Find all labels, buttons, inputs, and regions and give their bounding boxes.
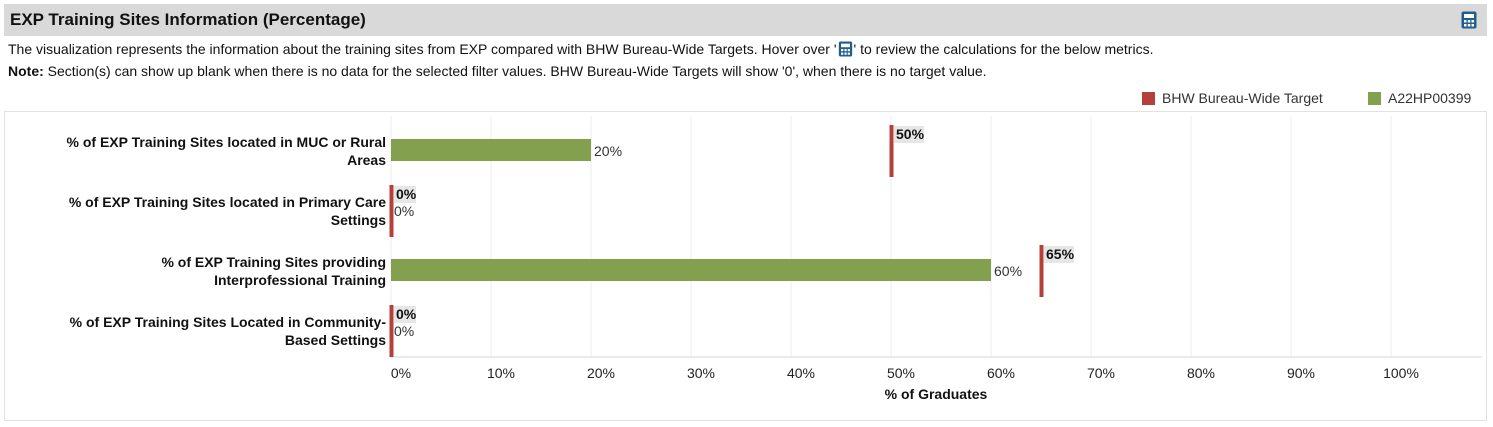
target-marker xyxy=(389,305,394,357)
category-label-line: Interprofessional Training xyxy=(214,272,386,288)
x-tick-label: 80% xyxy=(1187,365,1215,381)
chart-frame xyxy=(4,111,1487,421)
x-tick-label: 40% xyxy=(787,365,815,381)
category-label: % of EXP Training Sites located in MUC o… xyxy=(6,133,386,169)
note-text: Note: Section(s) can show up blank when … xyxy=(8,63,987,79)
target-marker xyxy=(389,185,394,237)
note-body: Section(s) can show up blank when there … xyxy=(47,63,987,79)
target-marker xyxy=(1039,245,1044,297)
target-value-label: 0% xyxy=(396,306,417,322)
x-tick-label: 0% xyxy=(391,365,411,381)
target-label-bg xyxy=(894,126,924,143)
category-label-line: % of EXP Training Sites providing xyxy=(161,254,386,270)
x-tick-label: 60% xyxy=(987,365,1015,381)
bar-actual xyxy=(391,259,991,281)
category-label-line: % of EXP Training Sites Located in Commu… xyxy=(69,314,386,330)
x-tick-label: 10% xyxy=(487,365,515,381)
calculator-icon-inline[interactable] xyxy=(838,41,853,57)
target-label-bg xyxy=(394,306,416,323)
target-marker xyxy=(889,125,894,177)
legend-label-actual: A22HP00399 xyxy=(1388,90,1472,106)
description-after-icon: ' to review the calculations for the bel… xyxy=(853,41,1154,57)
legend-swatch-actual xyxy=(1368,92,1381,105)
description-text: The visualization represents the informa… xyxy=(8,41,1153,57)
bar-actual-value-label: 20% xyxy=(594,143,622,159)
category-label-line: Based Settings xyxy=(284,332,386,348)
x-tick-label: 100% xyxy=(1383,365,1419,381)
category-label: % of EXP Training Sites Located in Commu… xyxy=(6,313,386,349)
category-label-line: % of EXP Training Sites located in Prima… xyxy=(68,194,386,210)
target-value-label: 50% xyxy=(896,126,925,142)
category-label-line: % of EXP Training Sites located in MUC o… xyxy=(66,134,386,150)
bar-actual-value-label: 60% xyxy=(994,263,1022,279)
x-tick-label: 90% xyxy=(1287,365,1315,381)
calculator-icon[interactable] xyxy=(1461,11,1477,29)
category-label: % of EXP Training Sites providing Interpr… xyxy=(6,253,386,289)
category-label-line: Areas xyxy=(347,152,386,168)
legend-label-target: BHW Bureau-Wide Target xyxy=(1162,90,1323,106)
description-before-icon: The visualization represents the informa… xyxy=(8,41,837,57)
section-title: EXP Training Sites Information (Percenta… xyxy=(10,10,366,29)
bar-actual xyxy=(391,139,591,161)
x-tick-label: 30% xyxy=(687,365,715,381)
x-tick-label: 20% xyxy=(587,365,615,381)
category-label-line: Settings xyxy=(330,212,386,228)
target-label-bg xyxy=(394,186,416,203)
target-value-label: 0% xyxy=(396,186,417,202)
section-header: EXP Training Sites Information (Percenta… xyxy=(4,4,1487,36)
bar-actual-value-label: 0% xyxy=(394,203,414,219)
x-tick-label: 50% xyxy=(887,365,915,381)
note-label: Note: xyxy=(8,63,44,79)
legend-swatch-target xyxy=(1142,92,1155,105)
bar-actual-value-label: 0% xyxy=(394,323,414,339)
x-tick-label: 70% xyxy=(1087,365,1115,381)
target-label-bg xyxy=(1044,246,1074,263)
target-value-label: 65% xyxy=(1046,246,1075,262)
category-label: % of EXP Training Sites located in Prima… xyxy=(6,193,386,229)
legend-item-actual[interactable]: A22HP00399 xyxy=(1368,90,1471,106)
legend-item-target[interactable]: BHW Bureau-Wide Target xyxy=(1142,90,1323,106)
x-axis-title: % of Graduates xyxy=(885,386,988,402)
